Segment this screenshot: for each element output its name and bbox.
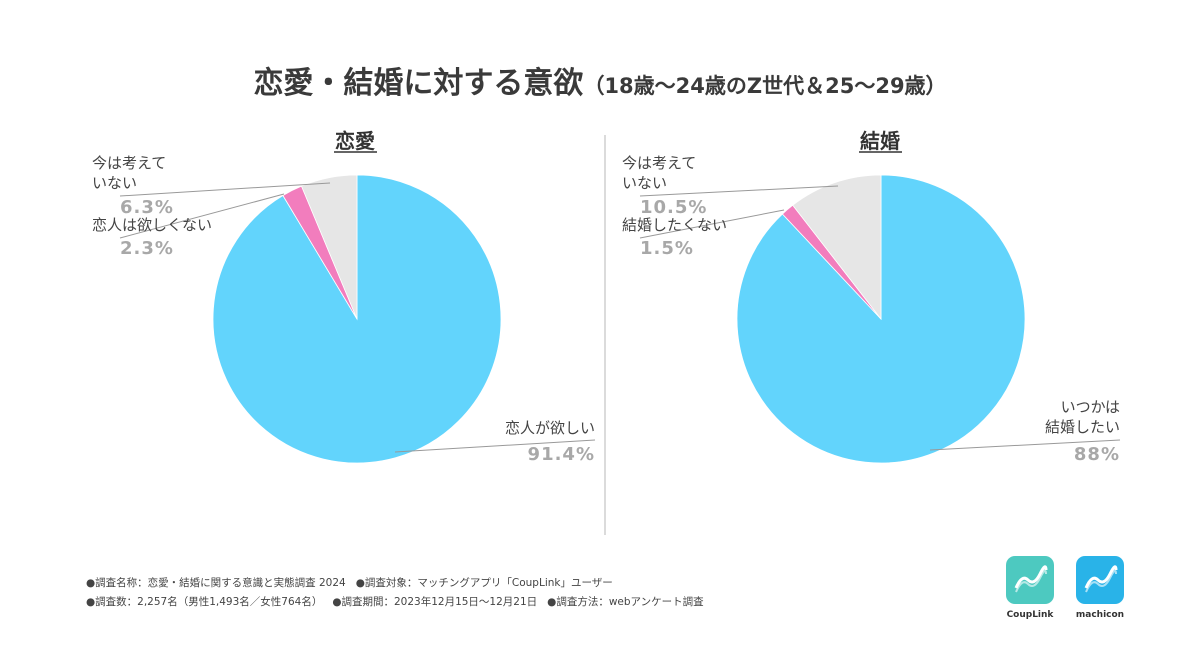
slice-label-no-marriage: 結婚したくない [622, 216, 727, 234]
slice-value-no-lover: 2.3% [120, 238, 174, 259]
slice-label-not-now-line1: 今は考えて [92, 154, 166, 172]
slice-label-not-now-line2: いない [622, 174, 667, 192]
leader-line [394, 439, 596, 453]
leader-line [119, 193, 285, 239]
slice-value-no-marriage: 1.5% [640, 238, 694, 259]
chart-title-marriage: 結婚 [860, 129, 900, 153]
slice-value-want-marriage: 88% [1074, 444, 1120, 465]
survey-method: ●調査方法：webアンケート調査 [547, 596, 704, 608]
chart-title-love: 恋愛 [335, 129, 375, 153]
leader-line [119, 182, 331, 197]
slice-label-not-now-line2: いない [92, 174, 137, 192]
leader-line [639, 209, 785, 239]
pie-slice-2 [792, 174, 882, 321]
couplink-logo-icon [1006, 556, 1054, 604]
pie-slice-2 [300, 174, 358, 320]
machicon-caption: machicon [1075, 610, 1125, 620]
leader-line [929, 439, 1121, 451]
footer-line-2: ●調査数：2,257名（男性1,493名／女性764名） ●調査期間：2023年1… [86, 593, 714, 612]
title-main: 恋愛・結婚に対する意欲 [253, 66, 584, 101]
slice-label-want-marriage-line1: いつかは [1061, 398, 1120, 416]
slice-label-not-now-line1: 今は考えて [622, 154, 696, 172]
slice-value-not-now: 6.3% [120, 197, 174, 218]
couplink-caption: CoupLink [1006, 610, 1054, 620]
title-subtitle: （18歳～24歳のZ世代＆25～29歳） [583, 74, 947, 98]
survey-count: ●調査数：2,257名（男性1,493名／女性764名） [86, 596, 323, 608]
leader-line [639, 185, 839, 197]
slice-label-want-lover: 恋人が欲しい [505, 419, 595, 437]
pie-chart-marriage: 結婚 今は考えて いない 10.5% 結婚したくない 1.5% いつかは 結婚し… [622, 129, 1121, 465]
footer-line-1: ●調査名称：恋愛・結婚に関する意識と実態調査 2024 ●調査対象：マッチングアプ… [86, 574, 714, 593]
pie-slice-0 [736, 174, 1026, 464]
pie-chart-love: 恋愛 今は考えて いない 6.3% 恋人は欲しくない 2.3% 恋人が欲しい 9… [92, 129, 596, 465]
slice-label-no-lover: 恋人は欲しくない [92, 216, 212, 234]
page-title: 恋愛・結婚に対する意欲（18歳～24歳のZ世代＆25～29歳） [0, 58, 1200, 102]
survey-target: ●調査対象：マッチングアプリ「CoupLink」ユーザー [355, 577, 613, 589]
survey-period: ●調査期間：2023年12月15日～12月21日 [332, 596, 538, 608]
survey-name: ●調査名称：恋愛・結婚に関する意識と実態調査 2024 [86, 577, 346, 589]
survey-footer: ●調査名称：恋愛・結婚に関する意識と実態調査 2024 ●調査対象：マッチングアプ… [86, 574, 714, 612]
pie-slice-0 [212, 174, 502, 464]
slice-label-want-marriage-line2: 結婚したい [1045, 418, 1120, 436]
slice-value-not-now: 10.5% [640, 197, 707, 218]
machicon-logo-icon [1076, 556, 1124, 604]
slice-value-want-lover: 91.4% [528, 444, 595, 465]
